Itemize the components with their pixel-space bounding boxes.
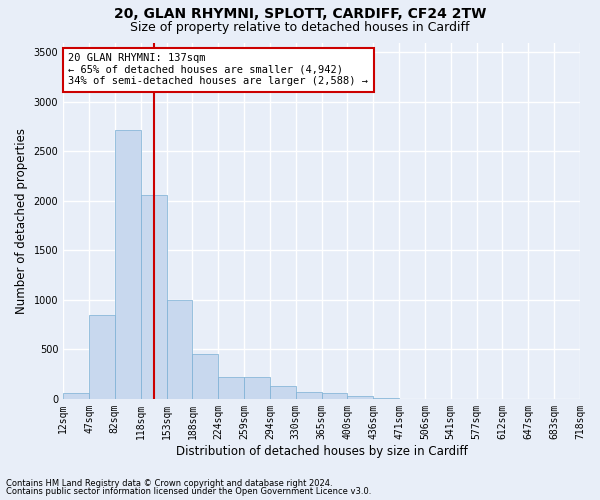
Bar xyxy=(296,392,322,399)
Bar xyxy=(218,377,244,399)
Text: 20, GLAN RHYMNI, SPLOTT, CARDIFF, CF24 2TW: 20, GLAN RHYMNI, SPLOTT, CARDIFF, CF24 2… xyxy=(114,8,486,22)
Bar xyxy=(193,354,218,399)
Bar xyxy=(244,377,270,399)
Bar xyxy=(347,396,373,399)
Bar xyxy=(63,393,89,399)
Bar xyxy=(115,130,140,399)
Bar xyxy=(140,195,167,399)
X-axis label: Distribution of detached houses by size in Cardiff: Distribution of detached houses by size … xyxy=(176,444,467,458)
Y-axis label: Number of detached properties: Number of detached properties xyxy=(15,128,28,314)
Text: Contains HM Land Registry data © Crown copyright and database right 2024.: Contains HM Land Registry data © Crown c… xyxy=(6,478,332,488)
Text: 20 GLAN RHYMNI: 137sqm
← 65% of detached houses are smaller (4,942)
34% of semi-: 20 GLAN RHYMNI: 137sqm ← 65% of detached… xyxy=(68,53,368,86)
Text: Size of property relative to detached houses in Cardiff: Size of property relative to detached ho… xyxy=(130,21,470,34)
Bar xyxy=(322,394,347,399)
Bar xyxy=(270,386,296,399)
Bar xyxy=(167,300,193,399)
Bar xyxy=(373,398,399,399)
Bar xyxy=(89,314,115,399)
Text: Contains public sector information licensed under the Open Government Licence v3: Contains public sector information licen… xyxy=(6,487,371,496)
